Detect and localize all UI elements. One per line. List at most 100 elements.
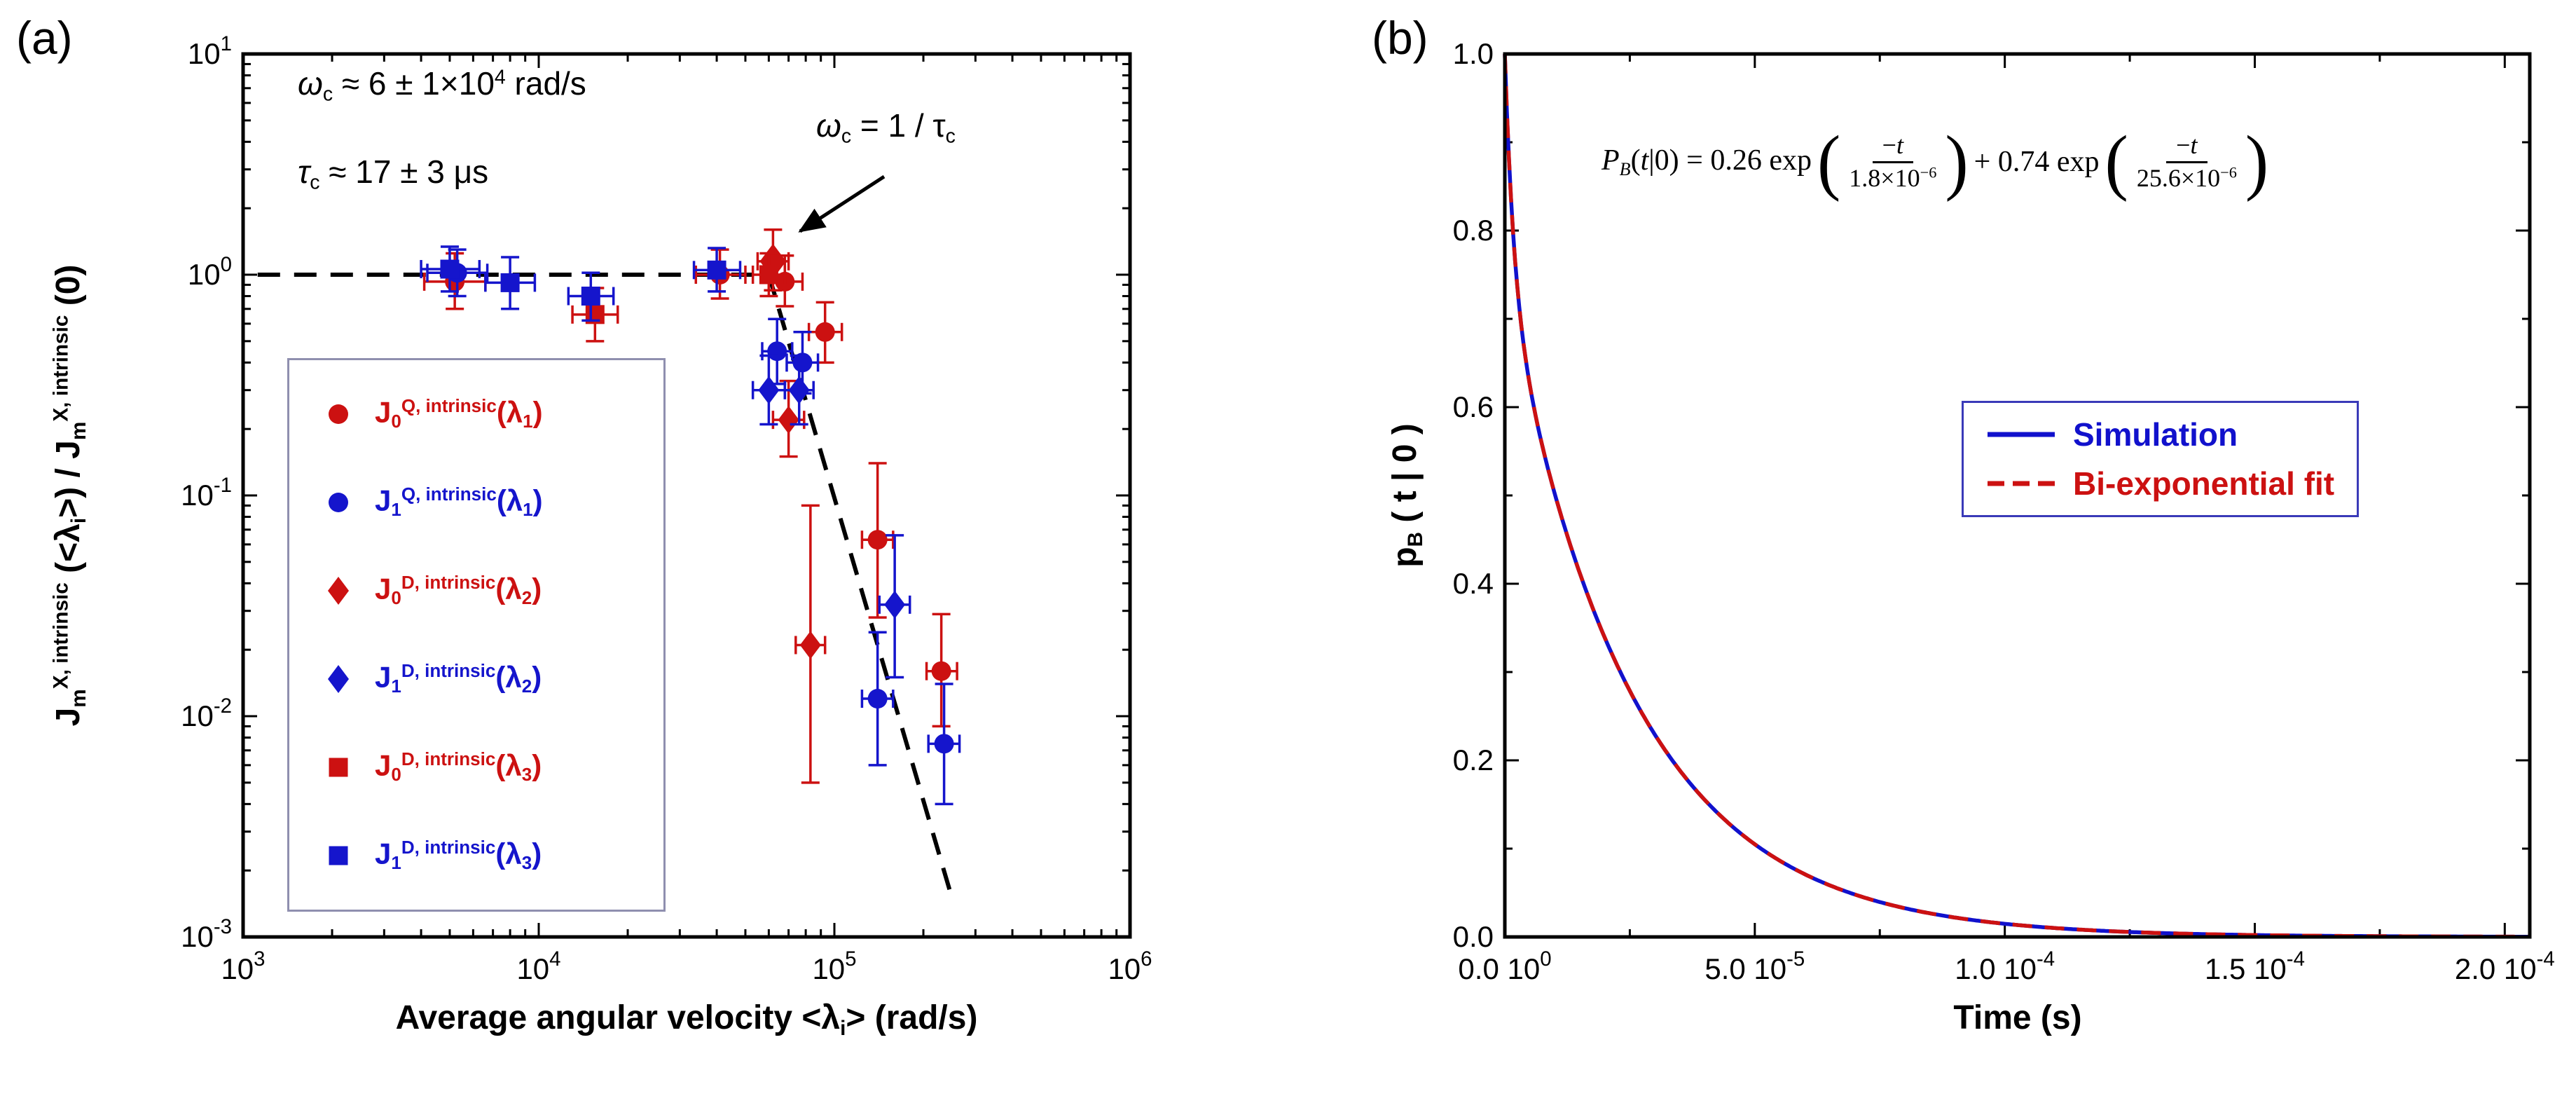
series-J1-Q-intrinsic-lambda1 <box>426 248 961 806</box>
equation-lead: PB(t|0) = 0.26 exp <box>1602 144 1812 179</box>
line-plot-b: 0.0 100 5.0 10-5 1.0 10-4 1.5 10-4 2.0 10-4 0… <box>1453 37 2555 985</box>
circle-marker-icon <box>329 492 348 512</box>
svg-text:101: 101 <box>188 32 232 70</box>
x-axis-label-b: Time (s) <box>1953 999 2082 1036</box>
square-marker-icon <box>329 758 348 777</box>
dashed-line-sample-icon <box>1988 481 2055 486</box>
legend-a: J0Q, intrinsic(λ1) J1Q, intrinsic(λ1) J0D,… <box>287 358 666 912</box>
equation-open-paren: ( <box>1817 121 1841 203</box>
biexponential-fit-curve <box>1503 53 2530 939</box>
y-axis-label-a: JmX, intrinsic (<λi>) / JmX, intrinsic (… <box>49 264 90 727</box>
data-point-marker <box>815 322 835 342</box>
data-point-marker <box>328 664 349 693</box>
diamond-marker-icon <box>328 576 349 605</box>
annotation-arrow <box>798 174 886 233</box>
equation-fraction-2: −t 25.6×10−6 <box>2133 130 2241 193</box>
svg-text:0.0: 0.0 <box>1453 920 1494 953</box>
omega-c-annotation: ωc ≈ 6 ± 1×104 rad/s <box>298 65 586 106</box>
fraction-1-numerator: −t <box>1872 130 1913 163</box>
series-J1-D-intrinsic-lambda3 <box>420 245 742 322</box>
fraction-2-numerator: −t <box>2166 130 2207 163</box>
plot-frame-b <box>1503 52 2532 939</box>
data-point-marker <box>867 689 888 709</box>
legend-a-entry-label: J0D, intrinsic(λ3) <box>375 748 542 786</box>
data-point-marker <box>767 341 787 362</box>
legend-a-entry: J1D, intrinsic(λ2) <box>322 660 656 697</box>
fit-equation: PB(t|0) = 0.26 exp ( −t 1.8×10−6 ) + 0.7… <box>1597 121 2270 203</box>
fraction-2-denominator: 25.6×10−6 <box>2136 163 2237 192</box>
svg-text:0.2: 0.2 <box>1453 744 1494 776</box>
data-point-marker <box>867 530 888 550</box>
svg-text:5.0 10-5: 5.0 10-5 <box>1704 947 1805 985</box>
legend-a-entry: J1D, intrinsic(λ3) <box>322 837 656 874</box>
legend-a-entry: J1Q, intrinsic(λ1) <box>322 484 656 521</box>
data-point-marker <box>581 287 600 306</box>
legend-b-entry: Bi-exponential fit <box>1986 465 2334 502</box>
tick-labels-a: 103 104 105 106 10-3 10-2 10-1 100 101 <box>181 32 1152 985</box>
legend-b: Simulation Bi-exponential fit <box>1962 401 2360 517</box>
legend-b-entry-label: Bi-exponential fit <box>2073 465 2335 502</box>
svg-text:10-1: 10-1 <box>181 474 232 512</box>
series-J0-D-intrinsic-lambda2 <box>756 228 827 784</box>
svg-text:104: 104 <box>516 947 560 985</box>
svg-text:2.0 10-4: 2.0 10-4 <box>2455 947 2555 985</box>
panel-b: 0.0 100 5.0 10-5 1.0 10-4 1.5 10-4 2.0 10-4 0… <box>1296 0 2576 1096</box>
svg-text:0.6: 0.6 <box>1453 390 1494 423</box>
legend-b-entry-label: Simulation <box>2073 416 2238 453</box>
legend-a-entry-label: J0Q, intrinsic(λ1) <box>375 395 543 432</box>
svg-text:100: 100 <box>188 253 232 291</box>
equation-close-paren-2: ) <box>2245 121 2269 203</box>
legend-a-entry-label: J1D, intrinsic(λ2) <box>375 660 542 697</box>
equation-fraction-1: −t 1.8×10−6 <box>1845 130 1941 193</box>
svg-text:0.4: 0.4 <box>1453 567 1494 600</box>
panel-a-corner-label: (a) <box>16 12 73 64</box>
data-point-marker <box>799 631 821 659</box>
data-point-marker <box>759 265 778 285</box>
diamond-marker-icon <box>328 664 349 693</box>
svg-text:1.0 10-4: 1.0 10-4 <box>1955 947 2055 985</box>
legend-a-entry: J0D, intrinsic(λ3) <box>322 748 656 786</box>
omega-tau-relation-annotation: ωc = 1 / τc <box>816 107 956 148</box>
svg-text:105: 105 <box>812 947 856 985</box>
data-point-marker <box>758 376 780 404</box>
data-point-marker <box>329 492 348 512</box>
fraction-1-denominator: 1.8×10−6 <box>1849 163 1937 192</box>
data-point-marker <box>329 404 348 424</box>
legend-a-entry-label: J1D, intrinsic(λ3) <box>375 837 542 874</box>
x-axis-label-a: Average angular velocity <λi> (rad/s) <box>395 999 978 1040</box>
svg-text:10-2: 10-2 <box>181 694 232 732</box>
legend-b-entry: Simulation <box>1986 416 2334 453</box>
data-point-marker <box>884 590 906 619</box>
svg-text:10-3: 10-3 <box>181 915 232 953</box>
svg-text:1.0: 1.0 <box>1453 37 1494 70</box>
data-point-marker <box>707 260 726 280</box>
legend-a-entry: J0Q, intrinsic(λ1) <box>322 395 656 432</box>
svg-text:0.0 100: 0.0 100 <box>1458 947 1551 985</box>
data-point-marker <box>931 661 951 681</box>
data-point-marker <box>329 758 348 777</box>
data-point-marker <box>328 576 349 605</box>
data-point-marker <box>500 273 520 292</box>
data-point-marker <box>788 376 810 404</box>
y-axis-label-b: pB ( t | 0 ) <box>1386 423 1427 568</box>
svg-text:103: 103 <box>221 947 265 985</box>
panel-b-corner-label: (b) <box>1372 12 1428 64</box>
equation-open-paren-2: ( <box>2105 121 2128 203</box>
data-point-marker <box>440 259 460 279</box>
circle-marker-icon <box>329 404 348 424</box>
series-J1-D-intrinsic-lambda2 <box>751 354 911 679</box>
equation-mid: + 0.74 exp <box>1974 146 2100 178</box>
data-point-marker <box>934 734 954 754</box>
legend-a-entry: J0D, intrinsic(λ2) <box>322 572 656 609</box>
plot-frame-a <box>241 52 1132 939</box>
svg-text:1.5 10-4: 1.5 10-4 <box>2205 947 2305 985</box>
data-point-marker <box>329 846 348 865</box>
tau-c-annotation: τc ≈ 17 ± 3 μs <box>298 153 489 194</box>
legend-a-entry-label: J1Q, intrinsic(λ1) <box>375 484 543 521</box>
data-point-marker <box>778 406 799 434</box>
tick-labels-b: 0.0 100 5.0 10-5 1.0 10-4 1.5 10-4 2.0 10-4 0… <box>1453 37 2555 985</box>
solid-line-sample-icon <box>1988 432 2055 437</box>
square-marker-icon <box>329 846 348 865</box>
svg-text:0.8: 0.8 <box>1453 214 1494 247</box>
equation-close-paren: ) <box>1945 121 1969 203</box>
